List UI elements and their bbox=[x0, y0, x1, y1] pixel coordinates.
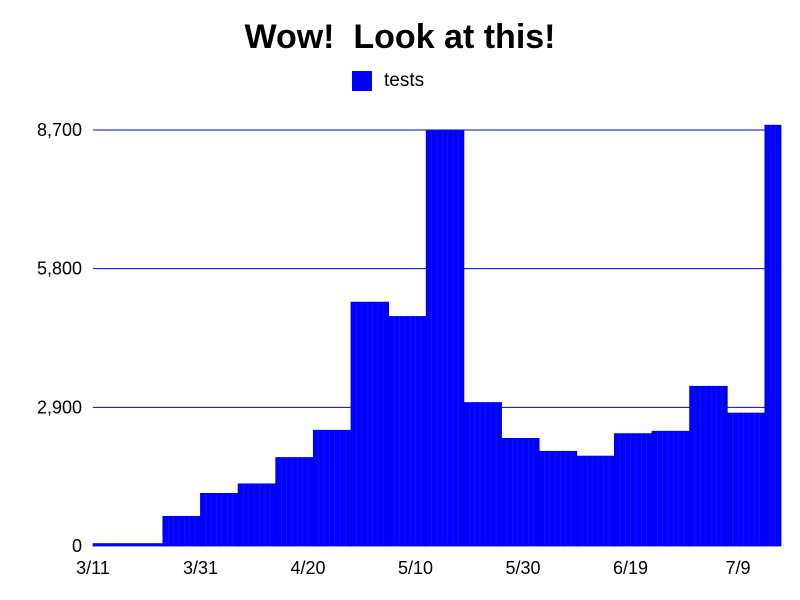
y-axis-tick-labels: 0 2,900 5,800 8,700 bbox=[37, 120, 82, 556]
bar bbox=[651, 430, 691, 547]
x-tick-label: 4/20 bbox=[290, 558, 325, 578]
x-tick-label: 3/11 bbox=[76, 558, 110, 578]
bar bbox=[538, 450, 578, 547]
x-tick-label: 5/30 bbox=[505, 558, 540, 578]
x-tick-label: 6/19 bbox=[613, 558, 648, 578]
y-tick-label: 8,700 bbox=[37, 120, 82, 140]
y-tick-label: 0 bbox=[72, 536, 82, 556]
x-tick-label: 3/31 bbox=[183, 558, 218, 578]
x-tick-label: 5/10 bbox=[398, 558, 433, 578]
bar bbox=[425, 130, 465, 547]
bar bbox=[388, 316, 427, 547]
bar bbox=[501, 438, 540, 547]
bars bbox=[92, 124, 782, 547]
bar bbox=[463, 402, 502, 547]
x-tick-label: 7/9 bbox=[725, 558, 750, 578]
bar bbox=[764, 124, 782, 547]
y-tick-label: 2,900 bbox=[37, 397, 82, 417]
bar bbox=[613, 433, 653, 547]
bar bbox=[726, 412, 766, 547]
chart-title: Wow! Look at this! bbox=[244, 18, 556, 56]
x-axis-tick-labels: 3/11 3/31 4/20 5/10 5/30 6/19 7/9 bbox=[76, 558, 750, 578]
bar bbox=[275, 457, 314, 547]
legend-label-tests: tests bbox=[384, 70, 425, 91]
bar bbox=[162, 515, 201, 547]
bar bbox=[350, 301, 390, 547]
y-tick-label: 5,800 bbox=[37, 259, 82, 279]
bar bbox=[576, 455, 615, 547]
legend-swatch-tests bbox=[352, 71, 372, 91]
legend: tests bbox=[352, 70, 424, 92]
